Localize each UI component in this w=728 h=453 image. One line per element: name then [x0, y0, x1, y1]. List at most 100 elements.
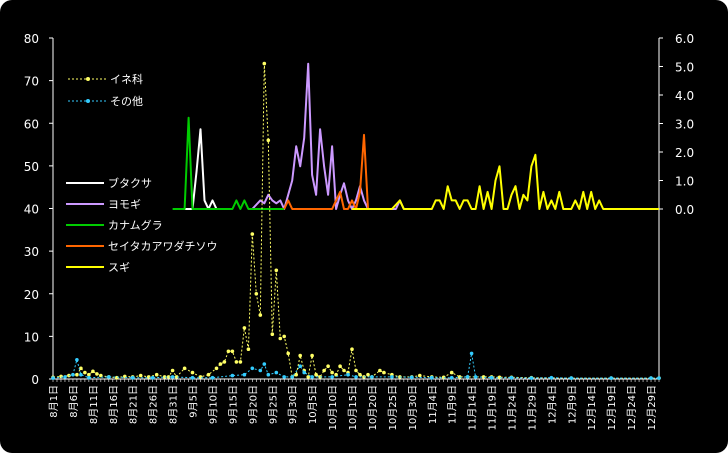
- x-tick-label: 11月29日: [526, 385, 538, 430]
- series-point-1: [266, 372, 271, 377]
- series-dashed-line-1: [52, 353, 659, 379]
- series-point-0: [366, 372, 370, 377]
- series-point-1: [274, 370, 279, 375]
- series-point-1: [150, 375, 155, 380]
- right-tick-label: 2.0: [675, 146, 694, 160]
- series-point-1: [310, 375, 314, 379]
- x-tick-label: 9月20日: [247, 385, 259, 424]
- series-line-2: [172, 116, 285, 210]
- legend-marker-0: [86, 77, 90, 81]
- series-point-0: [87, 372, 91, 377]
- x-tick-label: 12月4日: [546, 385, 558, 424]
- series-point-0: [95, 372, 99, 376]
- series-point-1: [242, 372, 247, 377]
- legend-label-right-1: ヨモギ: [108, 198, 141, 211]
- series-point-1: [370, 375, 374, 379]
- series-point-0: [75, 372, 79, 377]
- legend-label-right-2: カナムグラ: [108, 218, 163, 232]
- x-tick-label: 11月24日: [506, 385, 518, 430]
- series-point-1: [469, 351, 474, 356]
- series-point-0: [83, 370, 87, 375]
- right-tick-label: 3.0: [675, 118, 694, 132]
- x-axis: 8月1日 8月6日 8月11日 8月16日 8月21日 8月26日 8月31日 9月5日 9月1…: [48, 378, 660, 430]
- series-point-1: [473, 375, 478, 379]
- x-tick-label: 9月15日: [227, 385, 239, 424]
- left-tick-label: 40: [24, 203, 39, 217]
- series-point-0: [246, 347, 251, 352]
- series-point-0: [274, 268, 279, 273]
- series-point-1: [489, 375, 494, 380]
- series-point-0: [457, 375, 462, 379]
- series-point-0: [322, 368, 326, 373]
- x-tick-label: 11月4日: [427, 385, 439, 424]
- left-tick-label: 30: [24, 245, 39, 259]
- series-point-0: [230, 349, 235, 354]
- series-point-0: [238, 360, 243, 364]
- series-point-0: [306, 375, 311, 379]
- series-point-0: [222, 360, 227, 364]
- series-point-0: [234, 360, 239, 364]
- x-tick-label: 8月11日: [88, 385, 100, 424]
- series-point-1: [63, 375, 67, 379]
- series-point-1: [130, 375, 135, 380]
- series-point-1: [107, 375, 111, 379]
- x-tick-label: 10月20日: [367, 385, 379, 430]
- legend-marker-1: [86, 99, 90, 103]
- series-point-0: [166, 375, 171, 379]
- legend-label-right-3: セイタカアワダチソウ: [108, 239, 218, 253]
- series-point-1: [298, 364, 303, 369]
- series-point-1: [330, 375, 334, 379]
- x-tick-label: 11月14日: [467, 385, 479, 430]
- legend-label-right-0: ブタクサ: [108, 176, 152, 190]
- series-point-0: [162, 375, 167, 379]
- series-point-0: [338, 364, 342, 369]
- series-point-1: [210, 375, 215, 380]
- x-tick-label: 12月24日: [626, 385, 638, 430]
- x-tick-label: 8月6日: [68, 385, 80, 418]
- series-line-4: [352, 153, 659, 210]
- series-point-1: [465, 375, 470, 379]
- series-point-0: [99, 373, 103, 378]
- legend-label-right-4: スギ: [108, 261, 130, 274]
- x-tick-label: 9月30日: [287, 385, 299, 424]
- series-point-1: [549, 375, 554, 380]
- series-point-0: [278, 336, 283, 341]
- series-point-0: [282, 334, 287, 339]
- x-tick-label: 11月9日: [447, 385, 459, 424]
- series-point-0: [294, 372, 299, 377]
- legend-label-0: イネ科: [110, 72, 143, 86]
- series-point-1: [190, 375, 195, 380]
- right-tick-label: 6.0: [675, 32, 694, 46]
- series-point-0: [330, 370, 334, 375]
- series-point-1: [354, 375, 358, 379]
- series-point-0: [310, 353, 314, 358]
- series-point-1: [290, 375, 295, 379]
- series-point-1: [410, 375, 414, 380]
- series-point-0: [326, 364, 330, 369]
- series-point-0: [138, 373, 143, 378]
- series-point-1: [282, 375, 287, 379]
- series-point-1: [170, 375, 175, 379]
- left-tick-label: 10: [24, 330, 39, 344]
- series-point-0: [182, 366, 187, 371]
- x-tick-label: 8月26日: [148, 385, 160, 424]
- series-point-0: [226, 349, 231, 354]
- series-line-3: [283, 133, 372, 210]
- x-tick-label: 9月25日: [267, 385, 279, 424]
- right-tick-label: 1.0: [675, 175, 694, 189]
- series-point-0: [334, 372, 338, 377]
- left-tick-label: 20: [24, 288, 39, 302]
- series-point-1: [529, 376, 534, 380]
- series-point-0: [270, 332, 275, 337]
- series-point-1: [346, 372, 350, 377]
- series-point-0: [318, 375, 322, 379]
- series-point-1: [230, 373, 235, 378]
- series-point-0: [262, 61, 267, 66]
- series-point-1: [430, 375, 434, 380]
- right-axis-series: [172, 62, 659, 210]
- series-point-1: [302, 370, 307, 375]
- x-tick-label: 8月31日: [168, 385, 180, 424]
- left-tick-label: 70: [24, 75, 39, 89]
